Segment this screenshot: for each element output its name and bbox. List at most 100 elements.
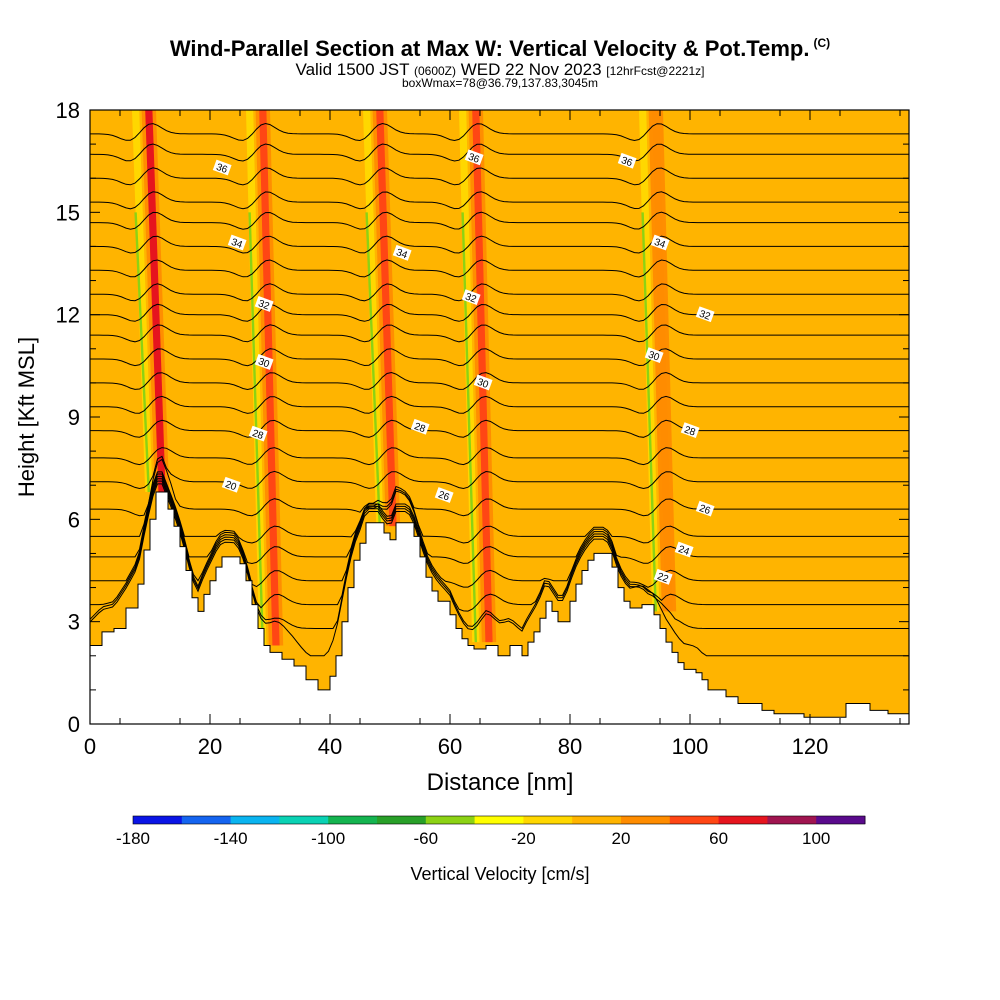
colorbar-swatch [279,816,329,824]
isentrope-label-bg [434,487,454,503]
isentrope-label-text: 32 [464,291,479,305]
isentrope-label: 22 [653,568,673,585]
colorbar-swatch [572,816,622,824]
y-tick-label: 6 [68,507,80,532]
copyright-mark: (C) [813,36,831,50]
isentrope-line [90,447,909,466]
isentrope-label-bg [695,500,715,517]
isentrope-label-bg [248,425,268,442]
isentrope-labels: 20 22 24 26 26 28 28 28 30 30 30 32 32 32 34 34 34 36 36 36 [212,149,715,585]
colorbar-swatch [181,816,232,824]
isentrope-label-bg [680,422,700,439]
isentrope-line [90,475,909,588]
isentrope-label-text: 34 [230,237,245,251]
isentrope-line [90,235,909,254]
colorbar-tick-label: 100 [802,829,830,848]
isentrope-line [90,483,909,657]
y-tick-label: 3 [68,610,80,635]
isentrope-label-text: 32 [257,298,272,312]
isentrope-label-bg [410,418,430,435]
isentrope-label: 30 [473,374,493,391]
isentrope-line [90,122,909,142]
isentrope-label: 36 [464,149,484,166]
isentrope-contours [90,122,909,657]
colorbar-swatch [621,816,671,824]
isentrope-label: 32 [695,306,715,323]
isentrope-line [90,478,909,612]
terrain-profile [90,491,909,724]
isentrope-line [90,471,909,544]
isentrope-line [90,371,909,391]
colorbar-tick-label: -60 [414,829,439,848]
isentrope-label: 32 [461,289,481,306]
isentrope-label-bg [695,306,715,323]
isentrope-label-text: 36 [215,162,230,176]
isentrope-label-bg [464,149,484,166]
isentrope-label-bg [254,354,274,370]
isentrope-label-bg [653,568,673,585]
colorbar-swatch [718,816,768,824]
colorbar-swatch [669,816,720,824]
colorbar-swatch [328,816,378,824]
isentrope-label-bg [473,374,493,391]
colorbar-swatch [230,816,280,824]
x-tick-label: 60 [438,734,462,759]
colorbar-swatch [523,816,573,824]
colorbar-frame [132,815,866,825]
isentrope-line [90,480,909,630]
isentrope-label-bg [212,159,232,176]
isentrope-label: 34 [392,244,412,261]
isentrope-label-text: 22 [656,571,671,585]
isentrope-label-text: 26 [437,489,452,503]
colorbar-tick-label: -20 [511,829,536,848]
isentrope-label-text: 28 [683,424,698,438]
updraft-band [259,110,280,646]
weak-updraft-patch [723,110,741,724]
weak-updraft-patch [300,110,324,724]
isentrope-label-bg [650,234,670,251]
chart-subtitle: Valid 1500 JST (0600Z) WED 22 Nov 2023 [… [295,60,705,79]
isentrope-label: 28 [248,425,268,442]
isentrope-label-text: 28 [251,428,266,442]
x-tick-label: 100 [672,734,709,759]
isentrope-line [90,259,909,278]
weak-updraft-patch [834,110,858,724]
isentrope-label: 26 [695,500,715,517]
isentrope-label: 24 [674,541,694,558]
isentrope-line [90,303,909,322]
y-tick-label: 0 [68,712,80,737]
isentrope-label: 36 [212,159,232,176]
isentrope-line [90,348,909,367]
isentrope-label: 34 [650,234,670,251]
downdraft-core [134,212,150,493]
y-tick-label: 18 [56,98,80,123]
isentrope-label: 36 [617,152,637,169]
colorbar-swatch [474,816,524,824]
isentrope-line [90,283,909,302]
isentrope-line [90,143,909,162]
isentrope-label-text: 34 [653,237,668,251]
isentrope-label: 32 [254,296,274,313]
terrain [90,491,909,724]
x-tick-label: 120 [792,734,829,759]
isentrope-line [90,395,909,414]
isentrope-label: 30 [644,347,664,364]
colorbar-swatch [425,816,476,824]
colorbar-tick-label: -140 [214,829,248,848]
colorbar-swatch [767,816,817,824]
colorbar: -180 -140 -100 -60 -20 20 60 100 [116,815,866,848]
colorbar-swatch [133,816,183,824]
isentrope-line [90,473,909,565]
isentrope-label-bg [644,347,664,364]
colorbar-label: Vertical Velocity [cm/s] [410,864,589,884]
isentrope-line [90,211,909,230]
colorbar-swatch [377,816,427,824]
chart-title: Wind-Parallel Section at Max W: Vertical… [169,36,831,61]
isentrope-label-text: 26 [698,503,713,517]
isentrope-line [90,324,909,343]
downdraft-core [461,212,477,643]
isentrope-label-text: 28 [413,421,428,435]
isentrope-label-text: 36 [467,152,482,166]
